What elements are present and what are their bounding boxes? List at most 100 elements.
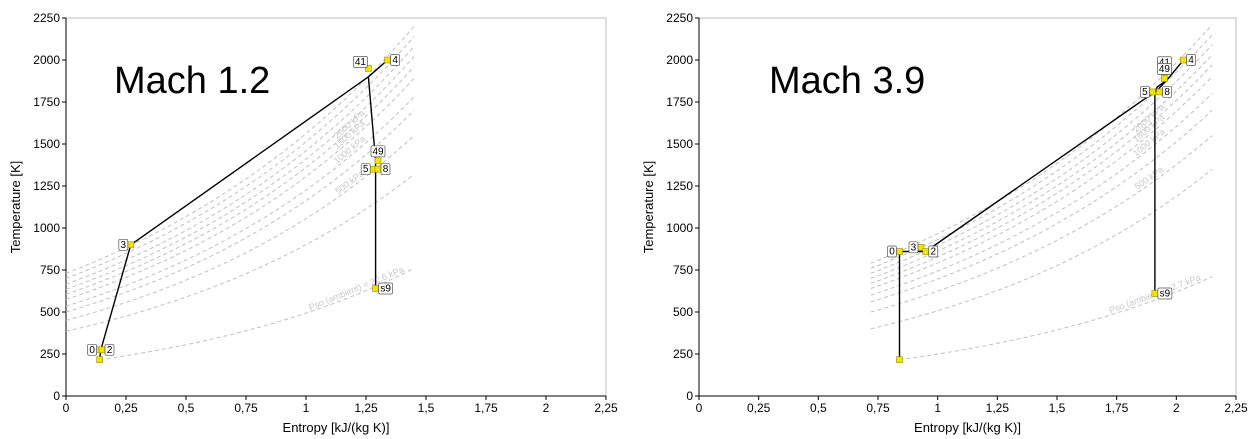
station-label: 41 [1159,57,1171,68]
station-marker [1151,290,1159,297]
station-label: 0 [889,247,895,258]
y-tick-label: 0 [53,389,60,403]
y-tick-label: 2000 [666,53,693,67]
y-tick-label: 750 [40,263,60,277]
ts-chart-svg: 0 0,25 0,5 0,75 1 1,25 1,5 1,75 2 2,2502505007501… [641,11,1248,435]
x-tick-label: 0,75 [866,401,890,415]
station-label-box [87,343,97,356]
y-tick-label: 2250 [666,11,693,25]
isobar-line [870,110,1213,303]
y-axis-label: Temperature [K] [8,161,23,254]
y-tick-label: 1500 [666,137,693,151]
station-label-box [380,163,391,176]
plot-area [698,17,1237,397]
station-label-box [353,56,368,68]
station-marker [896,248,903,255]
x-tick-label: 2,25 [594,401,618,415]
chart-title: Mach 1.2 [114,60,270,102]
y-tick-label: 0 [686,389,693,403]
station-label: 8 [383,164,389,175]
ts-chart-mach-3-9: 0 0,25 0,5 0,75 1 1,25 1,5 1,75 2 2,25 0 250 500 750 1… [627,0,1253,439]
station-label-box [360,163,371,176]
y-tick-label: 750 [673,263,693,277]
isobar-line [65,96,415,307]
y-tick-label: 2000 [33,53,60,67]
x-axis-label: Entropy [kJ/(kg K)] [914,420,1021,435]
station-marker [96,356,103,364]
y-tick-label: 2250 [33,11,60,25]
isobar-line [65,135,415,321]
y-tick-label: 1750 [666,95,693,109]
station-label-box [1157,63,1172,75]
isobar-line [870,44,1213,274]
station-label-box [104,343,115,356]
x-tick-label: 1,5 [418,401,435,415]
station-label-box [118,238,129,251]
x-tick-label: 1,75 [1105,401,1129,415]
ts-chart-svg: 0 0,25 0,5 0,75 1 1,25 1,5 1,75 2 2,2502505007501… [8,11,618,435]
x-tick-label: 1,25 [986,401,1010,415]
x-tick-label: 2 [1173,401,1180,415]
station-label-box [887,245,897,258]
station-marker [374,165,382,173]
y-tick-label: 500 [40,305,60,319]
x-tick-label: 0,75 [234,401,258,415]
ts-chart-mach-1-2: 0 0,25 0,5 0,75 1 1,25 1,5 1,75 2 2,25 0 250 500 750 1… [8,11,618,435]
station-label-box [1162,86,1172,98]
chart-title: Mach 3.9 [769,60,925,102]
x-tick-label: 0,25 [747,401,771,415]
station-label: 2 [930,247,936,258]
station-marker [1180,56,1187,64]
x-tick-label: 0 [696,401,703,415]
station-label-box [370,145,386,158]
station-label: 49 [372,146,384,157]
station-label-box [378,282,393,295]
x-tick-label: 0,25 [114,401,138,415]
station-label-box [1140,86,1150,98]
station-marker [922,248,930,255]
station-label: 3 [121,240,127,251]
station-label-box [928,245,939,258]
isobar-line [65,173,415,332]
x-tick-label: 1 [303,401,310,415]
y-tick-label: 500 [673,305,693,319]
station-marker [1156,88,1163,96]
station-label-box [1157,287,1173,300]
x-tick-label: 2 [543,401,550,415]
station-label: 8 [1164,87,1170,98]
x-tick-label: 0 [63,401,70,415]
station-marker [1149,88,1156,96]
x-tick-label: 1,25 [354,401,378,415]
y-tick-label: 1750 [33,95,60,109]
station-label: 0 [89,345,95,356]
station-marker [1161,75,1168,82]
isobar-line [65,66,415,295]
y-tick-label: 250 [40,347,60,361]
station-label: 2 [107,345,113,356]
y-tick-label: 250 [673,347,693,361]
station-label: 4 [1188,55,1194,66]
station-marker [372,285,379,292]
y-tick-label: 1000 [33,221,60,235]
x-tick-label: 1,75 [474,401,498,415]
x-axis-label: Entropy [kJ/(kg K)] [283,420,390,435]
station-marker [98,346,106,354]
station-marker [127,241,135,249]
station-label: 5 [1142,87,1148,98]
station-label-box [1186,54,1196,66]
isobar-line [65,78,415,300]
y-tick-label: 1500 [33,137,60,151]
isobar-line [65,36,415,279]
station-marker [365,65,372,72]
y-tick-label: 1250 [666,179,693,193]
x-tick-label: 0,5 [178,401,195,415]
station-label-box [908,241,919,254]
x-tick-label: 0,5 [810,401,827,415]
station-marker [374,157,382,165]
station-label: 41 [355,57,367,68]
station-label-box [390,54,400,66]
station-label: 5 [363,164,369,175]
station-label: s9 [1160,289,1171,300]
station-marker [384,56,391,64]
plot-area [65,17,607,397]
